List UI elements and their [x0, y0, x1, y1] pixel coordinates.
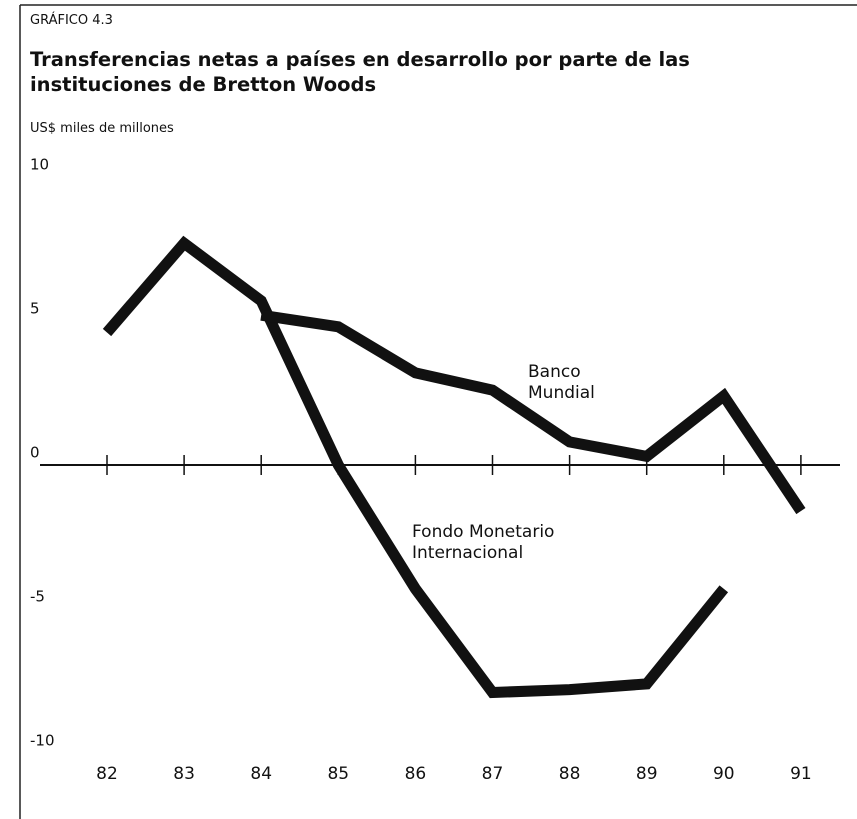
series-label: Banco Mundial: [528, 362, 595, 403]
chart-title: Transferencias netas a países en desarro…: [30, 48, 690, 96]
x-tick-label: 84: [250, 764, 272, 784]
x-tick-label: 89: [636, 764, 658, 784]
x-tick-label: 82: [96, 764, 118, 784]
y-tick-label: 5: [30, 300, 40, 318]
chart-label: GRÁFICO 4.3: [30, 13, 113, 28]
series-line: [260, 309, 806, 515]
x-tick-label: 86: [405, 764, 427, 784]
y-tick-label: 0: [30, 444, 40, 462]
series-line: [102, 235, 729, 699]
y-tick-label: 10: [30, 156, 49, 174]
x-tick-label: 83: [173, 764, 195, 784]
x-tick-label: 90: [713, 764, 735, 784]
x-tick-label: 87: [482, 764, 504, 784]
x-tick-label: 91: [790, 764, 812, 784]
y-tick-label: -10: [30, 732, 55, 750]
y-tick-label: -5: [30, 588, 45, 606]
x-tick-label: 85: [327, 764, 349, 784]
y-axis-label: US$ miles de millones: [30, 121, 174, 136]
series-label: Fondo Monetario Internacional: [412, 522, 555, 563]
x-tick-label: 88: [559, 764, 581, 784]
